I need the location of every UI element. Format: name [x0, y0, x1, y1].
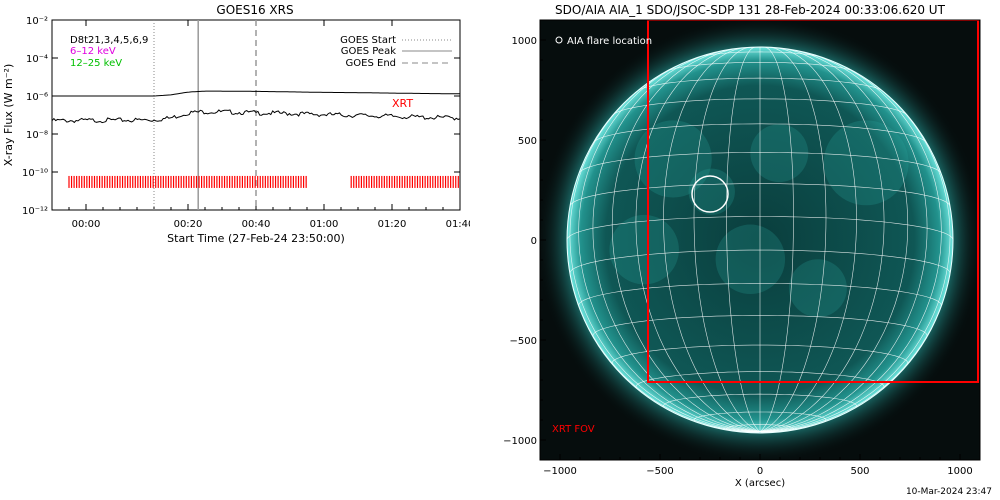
- bright-region: [634, 120, 712, 198]
- legend-12-25kev: 12–25 keV: [70, 58, 122, 69]
- goes-xrs-chart: GOES16 XRS 10⁻¹² 10⁻¹⁰ 10⁻⁸ 10⁻⁶ 10⁻⁴ 10⁻² 00…: [2, 3, 470, 245]
- xrt-observation-marks: [68, 175, 459, 188]
- y-tick-label: 10⁻¹²: [22, 206, 48, 217]
- y-tick-label: −1000: [503, 436, 537, 447]
- x-tick-label: −1000: [543, 466, 577, 477]
- y-tick-label: 500: [518, 136, 537, 147]
- flux-series: [51, 90, 461, 124]
- y-tick-label: 10⁻⁸: [26, 130, 48, 141]
- y-tick-label: 1000: [512, 36, 537, 47]
- xrt-fov-label: XRT FOV: [552, 424, 595, 435]
- y-tick-label: 10⁻¹⁰: [22, 168, 48, 179]
- legend-goes-start: GOES Start: [340, 35, 396, 46]
- legend-goes-end: GOES End: [346, 58, 396, 69]
- xrt-fov-box: [647, 20, 979, 383]
- x-tick-label: 01:40: [446, 219, 470, 230]
- y-tick-label: −500: [510, 336, 537, 347]
- bright-region: [750, 124, 809, 183]
- x-tick-label: 00:00: [72, 219, 101, 230]
- grid-line: [759, 47, 857, 432]
- grid-line: [635, 48, 761, 432]
- y-tick-label: 10⁻⁴: [26, 54, 48, 65]
- grid-line: [759, 47, 827, 432]
- legend-goes-peak: GOES Peak: [341, 46, 396, 57]
- x-tick-label: −500: [646, 466, 673, 477]
- x-axis-ticks: 00:00 00:20 00:40 01:00 01:20 01:40: [51, 20, 470, 230]
- x-tick-label: 00:40: [242, 219, 271, 230]
- active-region-glow: [609, 120, 909, 318]
- y-tick-label: 0: [531, 236, 537, 247]
- x-tick-label: 01:20: [378, 219, 407, 230]
- xrt-label: XRT: [392, 97, 413, 110]
- y-tick-label: 10⁻⁶: [26, 92, 48, 103]
- grid-line: [759, 47, 794, 432]
- bright-region: [688, 168, 735, 215]
- flare-location-circle: [691, 175, 729, 213]
- timestamp: 10-Mar-2024 23:47: [905, 487, 992, 497]
- y-axis-ticks: −1000 −500 0 500 1000: [503, 36, 546, 447]
- x-tick-label: 00:20: [174, 219, 203, 230]
- grid-line: [759, 48, 885, 432]
- flare-legend-label: AIA flare location: [567, 36, 652, 47]
- x-axis-label: Start Time (27-Feb-24 23:50:00): [167, 232, 345, 245]
- goes-event-lines: [153, 20, 257, 210]
- flare-legend-symbol: [555, 36, 563, 44]
- x-axis-ticks: −1000 −500 0 500 1000: [543, 454, 973, 477]
- aia-image-chart: SDO/AIA AIA_1 SDO/JSOC-SDP 131 28-Feb-20…: [503, 3, 981, 489]
- bright-region: [715, 224, 786, 295]
- grid-line: [759, 49, 909, 432]
- y-tick-label: 10⁻²: [26, 16, 48, 27]
- flux-series-2: [51, 109, 461, 124]
- x-tick-label: 1000: [947, 466, 972, 477]
- bright-region: [609, 214, 679, 285]
- grid-line: [759, 82, 951, 432]
- bright-region: [788, 259, 847, 318]
- y-axis-ticks: 10⁻¹² 10⁻¹⁰ 10⁻⁸ 10⁻⁶ 10⁻⁴ 10⁻²: [22, 16, 460, 217]
- solar-limb: [566, 46, 954, 434]
- flux-series-1: [52, 90, 460, 97]
- grid-line: [759, 58, 942, 432]
- x-tick-label: 0: [757, 466, 763, 477]
- legend-detectors: D8t21,3,4,5,6,9: [70, 35, 148, 46]
- left-chart-title: GOES16 XRS: [216, 3, 293, 17]
- x-tick-label: 500: [850, 466, 869, 477]
- y-axis-label: X-ray Flux (W m⁻²): [2, 64, 15, 166]
- grid-line: [663, 47, 761, 432]
- grid-line: [726, 47, 761, 432]
- grid-line: [578, 58, 761, 432]
- x-tick-label: 01:00: [310, 219, 339, 230]
- grid-line: [693, 47, 761, 432]
- grid-line: [759, 51, 928, 432]
- legend-6-12kev: 6–12 keV: [70, 46, 116, 57]
- bright-region: [823, 120, 909, 206]
- grid-line: [569, 82, 761, 432]
- right-chart-title: SDO/AIA AIA_1 SDO/JSOC-SDP 131 28-Feb-20…: [555, 3, 946, 17]
- grid-line: [611, 49, 761, 432]
- x-axis-label: X (arcsec): [735, 478, 785, 489]
